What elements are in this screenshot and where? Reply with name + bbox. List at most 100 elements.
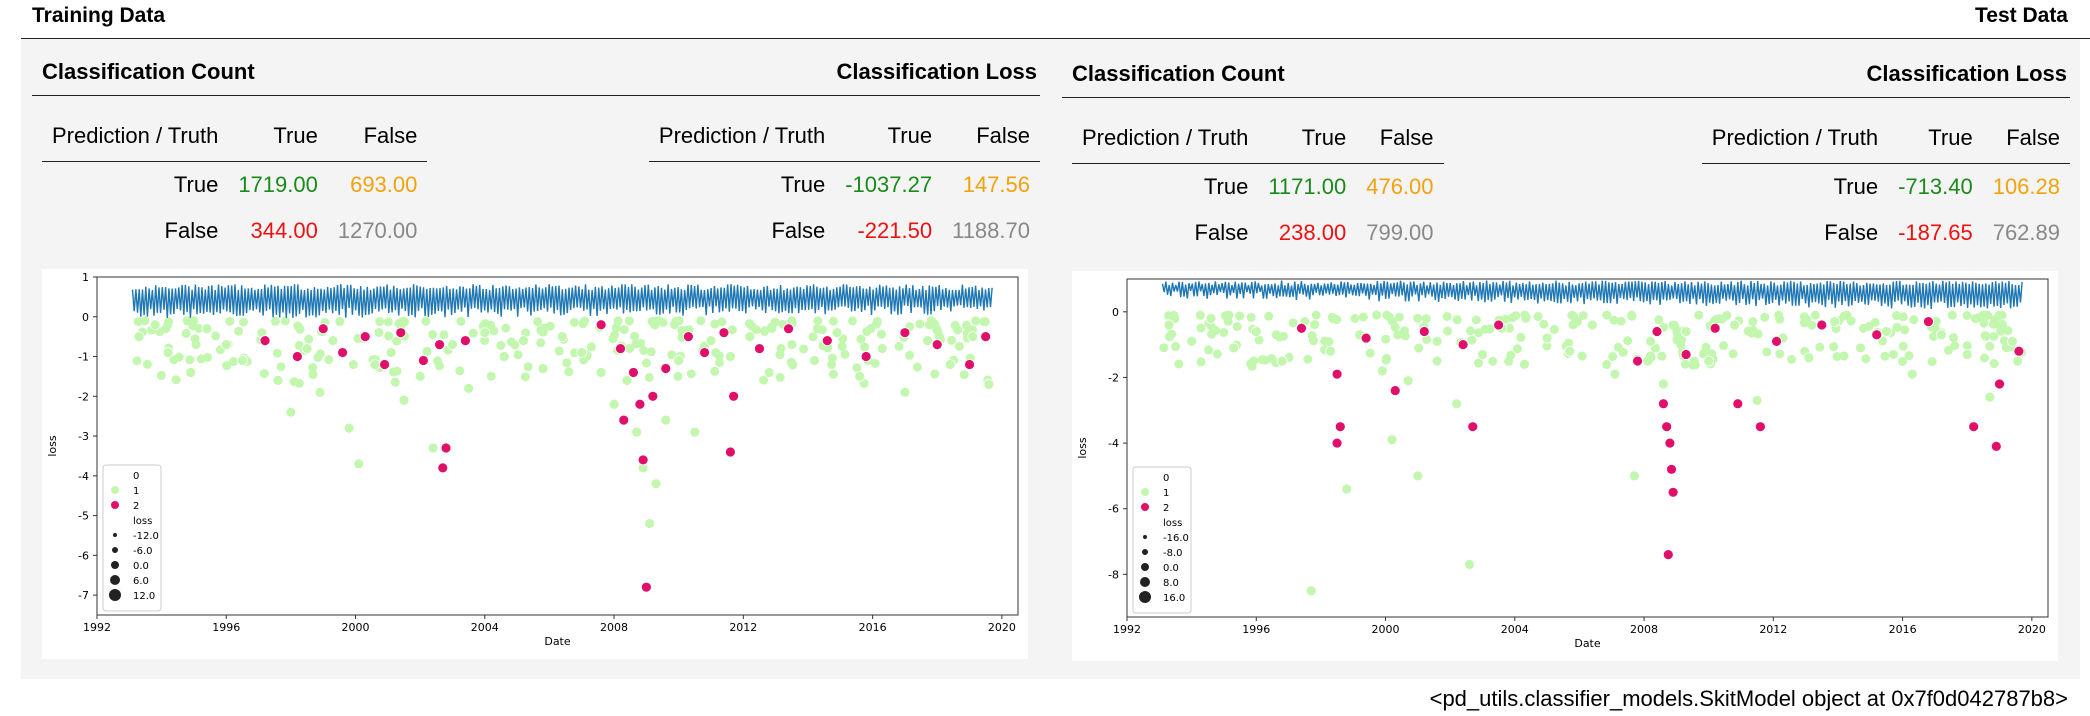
class-1-point [788, 360, 798, 370]
class-1-point [1699, 349, 1709, 359]
series-1-point [1431, 335, 1443, 347]
series-1-point [479, 327, 491, 339]
class-1-point [1861, 354, 1871, 364]
class-1-point [1501, 314, 1511, 324]
class-1-point [1948, 333, 1958, 343]
x-tick-label: 1992 [83, 621, 111, 634]
row-label: False [1824, 220, 1879, 245]
series-1-point [314, 386, 326, 398]
series-2-point [1664, 437, 1676, 449]
series-2-point [1493, 319, 1505, 331]
series-1-point [1961, 349, 1973, 360]
class-1-point [1858, 323, 1868, 333]
y-tick-label: -5 [78, 510, 89, 523]
class-1-point [280, 316, 290, 326]
class-1-point [521, 328, 531, 338]
class-1-point [696, 316, 706, 326]
x-tick-label: 2000 [342, 621, 370, 634]
class-1-point [1799, 312, 1809, 322]
class-1-point [751, 325, 761, 335]
class-1-point [1983, 310, 1993, 320]
class-1-point [1898, 357, 1908, 367]
class-1-point [1466, 326, 1476, 336]
class-1-point [1288, 318, 1298, 328]
class-1-point [533, 317, 543, 327]
series-2-point [259, 335, 271, 347]
class-1-point [455, 366, 465, 376]
true-negative-value: 762.89 [1992, 220, 2060, 245]
series-2-point [359, 331, 371, 343]
class-1-point [1324, 337, 1334, 347]
header-cell: False [1982, 113, 2070, 164]
class-1-point [808, 332, 818, 342]
legend-size-title: loss [133, 516, 152, 527]
class-1-point [270, 316, 280, 326]
class-1-point [133, 317, 143, 327]
series-2-point [1680, 349, 1692, 360]
x-tick-label: 1996 [1242, 623, 1270, 636]
series-1-point [631, 426, 643, 438]
series-2-point [437, 462, 449, 474]
legend: 0 1 2 loss -16.0 -8.0 0.0 8.0 16.0 [1132, 466, 1192, 614]
class-1-point [1328, 314, 1338, 324]
class-1-point [421, 316, 431, 326]
class-1-point [947, 335, 957, 345]
class-1-point [375, 317, 385, 327]
series-1-point [944, 359, 956, 370]
class-1-point [520, 372, 530, 382]
class-1-point [1474, 328, 1484, 338]
class-1-point [392, 366, 402, 376]
series-1-point [427, 442, 439, 454]
series-1-point [518, 335, 529, 347]
class-1-point [1762, 347, 1772, 357]
y-tick-label: 1 [82, 271, 89, 284]
series-1 [1163, 312, 2018, 597]
series-1-point [1402, 375, 1414, 387]
class-1-point [1745, 326, 1755, 336]
class-1-point [1164, 332, 1174, 342]
series-2-point [291, 351, 303, 362]
class-1-point [1381, 355, 1391, 365]
series-1-point [1984, 391, 1996, 403]
class-1-point [1271, 330, 1281, 340]
class-1-point [1394, 312, 1404, 322]
series-1-point [1829, 316, 1841, 328]
class-1-point [1672, 335, 1682, 345]
class-1-point [1979, 318, 1989, 328]
class-1-point [229, 356, 239, 366]
class-1-point [1506, 350, 1516, 360]
class-1-point [1212, 349, 1222, 359]
class-1-point [1715, 314, 1725, 324]
series-2-point [1418, 326, 1430, 337]
series-2-point [1632, 355, 1643, 367]
class-1-point [674, 316, 684, 326]
class-1-point [767, 323, 777, 333]
series-2-point [640, 581, 652, 593]
true-negative-value: 799.00 [1366, 220, 1434, 245]
series-1-point [414, 371, 426, 382]
series-1-point [1586, 319, 1598, 331]
series-1-point [1276, 355, 1288, 367]
class-1-point [1898, 341, 1908, 351]
series-1-point [644, 518, 655, 529]
table-header-row: Prediction / Truth True False [1701, 113, 2070, 164]
class-1-point [1365, 348, 1375, 358]
series-2-point [660, 363, 672, 374]
series-2-point [1994, 378, 2005, 390]
series-1-point [1541, 332, 1553, 344]
y-tick-label: 0 [1112, 306, 1119, 319]
series-2-point [1816, 319, 1828, 331]
class-1-point [1927, 357, 1937, 367]
false-positive-value: 147.56 [962, 172, 1030, 197]
series-2-point [699, 347, 710, 358]
class-1-point [954, 341, 964, 351]
series-1-point [1205, 312, 1217, 324]
class-1-point [717, 317, 727, 327]
class-1-point [1970, 313, 1980, 323]
class-1-point [1422, 334, 1432, 344]
series-2-point [980, 331, 992, 343]
series-1-point [1803, 352, 1815, 364]
legend-size-marker [111, 561, 119, 569]
series-1-point [1729, 319, 1740, 331]
class-1-point [852, 363, 862, 373]
